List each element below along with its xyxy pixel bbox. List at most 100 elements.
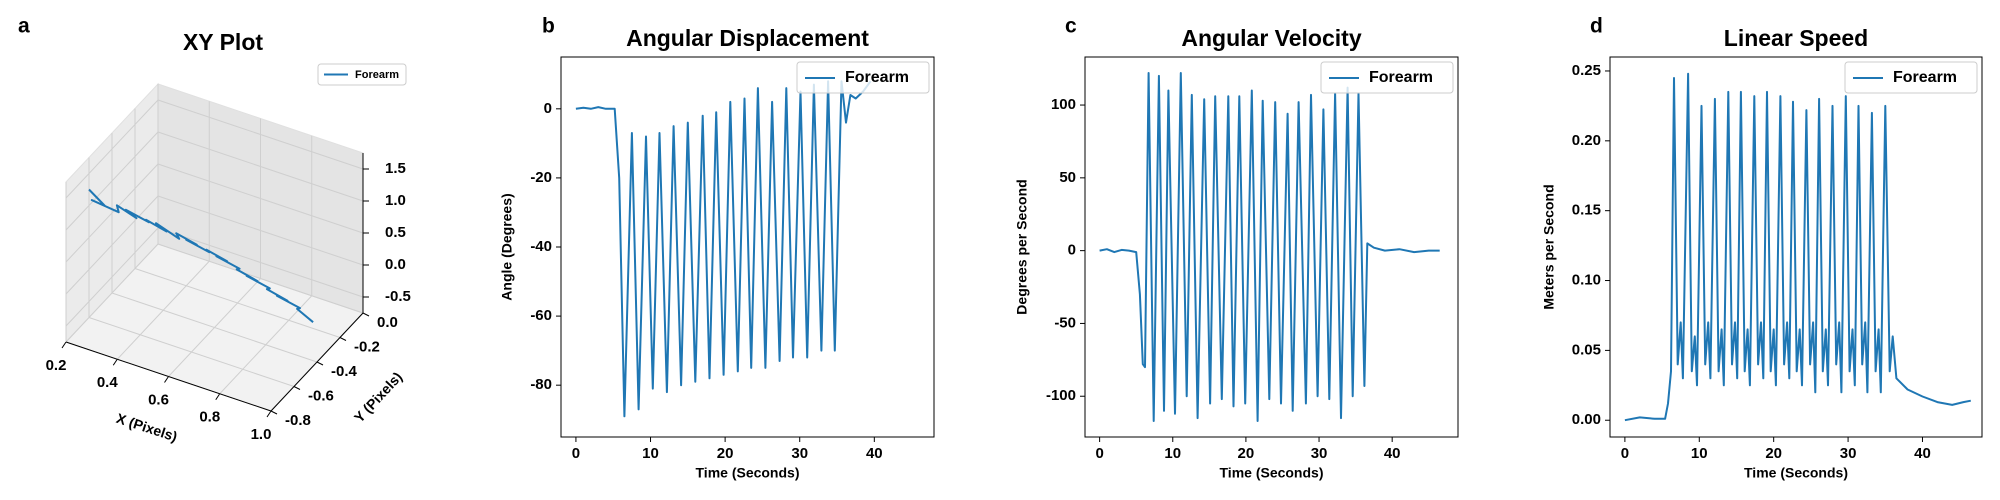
x-tick: [266, 410, 272, 418]
x-tick-label: 10: [642, 445, 659, 462]
x-tick-label: 0: [1621, 445, 1629, 462]
grid-line: [65, 195, 159, 295]
data-line: [1099, 72, 1440, 422]
legend-label: Forearm: [1369, 69, 1433, 86]
legend-box: [1320, 61, 1454, 94]
x-axis-label: Time (Seconds): [696, 465, 800, 481]
legend-box: [1844, 61, 1978, 94]
data-line-3d: [88, 188, 314, 323]
grid-line: [65, 131, 159, 231]
grid-line: [157, 195, 364, 266]
y-tick: [270, 410, 278, 415]
z-tick-label: 1.5: [385, 160, 406, 177]
y-tick: [293, 386, 301, 390]
grid-line: [111, 292, 318, 363]
x-tick: [164, 376, 169, 383]
x-axis-label: Time (Seconds): [1744, 465, 1848, 481]
panel-letter: a: [18, 15, 30, 38]
y-tick-label: -0.8: [285, 412, 311, 429]
y-tick-label: 0.25: [1572, 62, 1601, 79]
x-tick-label: 0.6: [148, 391, 169, 408]
plot-frame: [1609, 56, 1983, 438]
chart-title: Angular Displacement: [626, 25, 869, 51]
y-axis-label: Angle (Degrees): [499, 193, 515, 300]
x-tick: [61, 341, 67, 349]
y-tick-label: 0.15: [1572, 202, 1601, 219]
x-tick-label: 30: [1311, 445, 1328, 462]
x-tick: [112, 358, 118, 366]
y-tick-label: 0.05: [1572, 341, 1601, 358]
y-tick-label: 0: [544, 100, 552, 117]
legend-label: Forearm: [845, 69, 909, 86]
y-tick-label: 100: [1051, 96, 1076, 113]
x-tick-label: 30: [791, 445, 808, 462]
legend-label: Forearm: [355, 69, 399, 81]
plot-frame: [560, 56, 935, 438]
x-tick-label: 0: [572, 445, 580, 462]
y-axis-label: Meters per Second: [1541, 184, 1557, 309]
x-axis-label: X (Pixels): [114, 410, 179, 445]
y-tick-label: 0.0: [377, 314, 398, 331]
grid-line: [157, 227, 364, 298]
panel-letter: c: [1065, 15, 1077, 38]
x-tick-label: 0.8: [199, 409, 220, 426]
panel-letter: b: [542, 15, 555, 38]
x-tick-label: 40: [1384, 445, 1401, 462]
chart-title: Linear Speed: [1724, 25, 1868, 51]
y-tick: [362, 312, 370, 317]
grid-line: [134, 268, 341, 338]
plot-frame: [1084, 56, 1459, 438]
grid-line: [157, 131, 364, 202]
x-tick-label: 1.0: [251, 426, 272, 443]
grid-line: [157, 99, 364, 170]
data-line: [575, 80, 872, 418]
x-tick-label: 40: [1914, 445, 1931, 462]
y-tick-label: -50: [1054, 314, 1076, 331]
grid-line: [65, 99, 159, 199]
x-tick-label: 30: [1840, 445, 1857, 462]
data-line: [1624, 72, 1971, 422]
y-tick-label: 0.10: [1572, 271, 1601, 288]
z-tick-label: 0.5: [385, 224, 406, 241]
y-tick-label: -100: [1046, 387, 1076, 404]
chart-title: XY Plot: [183, 29, 263, 55]
z-tick-label: 1.0: [385, 192, 406, 209]
legend-box: [317, 63, 407, 86]
grid-line: [157, 163, 364, 234]
y-tick: [316, 361, 324, 366]
x-tick-label: 0.2: [46, 357, 67, 374]
x-tick-label: 0.4: [97, 374, 119, 391]
axis-line: [65, 341, 272, 412]
y-tick-label: -0.6: [308, 387, 334, 404]
grid-line: [65, 163, 159, 263]
y-tick-label: 50: [1059, 169, 1076, 186]
legend-label: Forearm: [1893, 69, 1957, 86]
z-tick-label: 0.0: [385, 256, 406, 273]
panel-letter: d: [1590, 15, 1603, 38]
y-tick-label: 0.00: [1572, 411, 1601, 428]
y-axis-label: Y (Pixels): [351, 369, 406, 426]
x-axis-label: Time (Seconds): [1220, 465, 1324, 481]
grid-line: [65, 227, 159, 327]
grid-line: [157, 243, 364, 314]
y-tick-label: -0.2: [354, 338, 380, 355]
grid-line: [88, 317, 295, 387]
x-tick-label: 10: [1691, 445, 1708, 462]
legend-box: [796, 61, 930, 94]
y-tick-label: -20: [530, 169, 552, 186]
y-tick-label: -40: [530, 238, 552, 255]
x-tick-label: 20: [717, 445, 734, 462]
x-tick-label: 40: [866, 445, 883, 462]
chart-title: Angular Velocity: [1181, 25, 1361, 51]
y-axis-label: Degrees per Second: [1014, 179, 1030, 314]
x-tick-label: 10: [1164, 445, 1181, 462]
y-tick-label: -0.4: [331, 363, 358, 380]
y-tick-label: -80: [530, 376, 552, 393]
axis-line: [270, 312, 364, 412]
x-tick-label: 20: [1238, 445, 1255, 462]
z-tick-label: -0.5: [385, 288, 411, 305]
y-tick-label: 0.20: [1572, 132, 1601, 149]
y-tick-label: 0: [1068, 242, 1076, 259]
